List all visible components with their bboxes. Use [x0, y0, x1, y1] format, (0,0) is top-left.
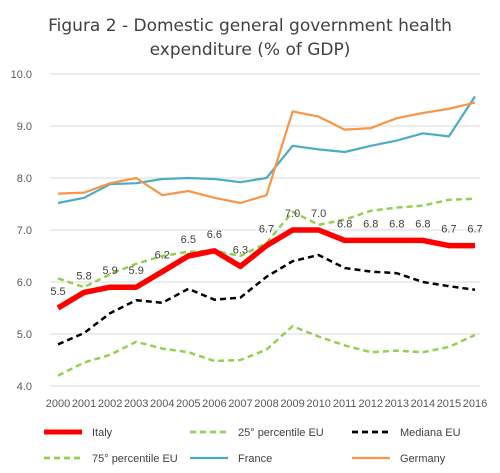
- data-label: 6.7: [467, 224, 482, 236]
- y-tick-label: 6.0: [17, 277, 32, 289]
- x-tick-label: 2005: [176, 398, 200, 410]
- y-tick-label: 7.0: [17, 225, 32, 237]
- series-line-mediana-eu: [57, 253, 476, 346]
- y-tick-label: 9.0: [17, 121, 32, 133]
- legend-entry: France: [238, 453, 272, 465]
- legend-entry: 75° percentile EU: [92, 453, 178, 465]
- data-label: 5.8: [76, 270, 91, 282]
- legend-entry: Germany: [400, 453, 446, 465]
- data-label: 5.9: [102, 265, 117, 277]
- legend-entry: Mediana EU: [400, 427, 461, 439]
- series-lines: [56, 95, 476, 377]
- x-tick-label: 2004: [150, 398, 174, 410]
- series-line-italy: [56, 227, 475, 311]
- legend-entry: 25° percentile EU: [238, 427, 324, 439]
- x-tick-label: 2012: [359, 398, 383, 410]
- data-label: 6.3: [233, 244, 248, 256]
- x-tick-label: 2002: [98, 398, 122, 410]
- x-tick-label: 2001: [72, 398, 96, 410]
- data-label: 6.5: [181, 234, 196, 246]
- x-tick-label: 2009: [280, 398, 304, 410]
- series-line-germany: [57, 101, 476, 205]
- data-label: 5.5: [50, 286, 65, 298]
- x-tick-label: 2014: [411, 398, 435, 410]
- data-label: 7.0: [311, 208, 326, 220]
- legend-entry: Italy: [92, 427, 113, 439]
- y-tick-label: 5.0: [17, 329, 32, 341]
- data-label: 7.0: [285, 208, 300, 220]
- x-axis-ticks: 2000 2001 2002 2003 2004 2005 2006 2007 2008 2009…: [46, 398, 487, 410]
- x-tick-label: 2008: [254, 398, 278, 410]
- data-label: 6.7: [441, 224, 456, 236]
- x-tick-label: 2006: [202, 398, 226, 410]
- y-tick-label: 4.0: [17, 381, 32, 393]
- x-tick-label: 2010: [306, 398, 330, 410]
- data-label: 6.8: [389, 218, 404, 230]
- data-label: 6.2: [155, 250, 170, 262]
- chart-title-line-2: expenditure (% of GDP): [150, 40, 351, 60]
- data-label: 5.9: [129, 265, 144, 277]
- data-label: 6.6: [207, 229, 222, 241]
- data-label: 6.8: [363, 218, 378, 230]
- data-label: 6.8: [415, 218, 430, 230]
- y-axis-ticks: 4.0 5.0 6.0 7.0 8.0 9.0 10.0: [11, 69, 32, 393]
- x-tick-label: 2016: [463, 398, 487, 410]
- series-line-france: [57, 95, 476, 205]
- y-tick-label: 8.0: [17, 173, 32, 185]
- legend: Italy 25° percentile EU Mediana EU 75° perc…: [44, 427, 461, 465]
- x-tick-label: 2015: [437, 398, 461, 410]
- y-tick-label: 10.0: [11, 69, 32, 81]
- series-line-25-percentile-eu: [57, 324, 476, 377]
- x-tick-label: 2011: [333, 398, 357, 410]
- data-label: 6.7: [259, 224, 274, 236]
- x-tick-label: 2000: [46, 398, 70, 410]
- chart-title-line-1: Figura 2 - Domestic general government h…: [48, 16, 452, 36]
- x-tick-label: 2003: [124, 398, 148, 410]
- x-tick-label: 2013: [385, 398, 409, 410]
- x-tick-label: 2007: [228, 398, 252, 410]
- data-labels: 5.5 5.8 5.9 5.9 6.2 6.5 6.6 6.3 6.7 7.0 7.0 6.8 6.8 6…: [50, 208, 482, 298]
- data-label: 6.8: [337, 218, 352, 230]
